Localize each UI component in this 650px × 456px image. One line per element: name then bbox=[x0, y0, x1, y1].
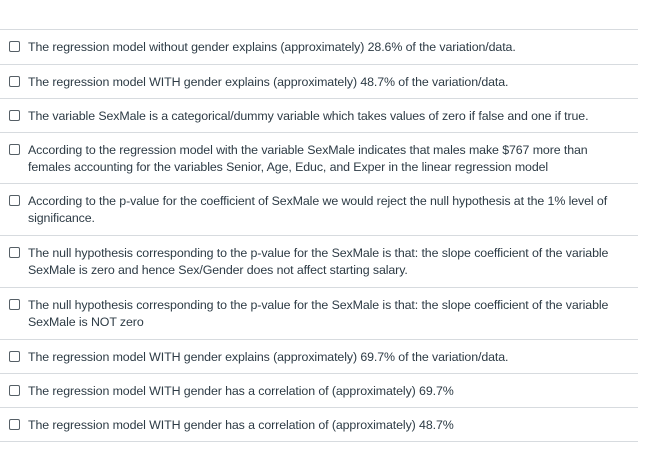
checkbox-option-7[interactable] bbox=[9, 299, 20, 310]
answer-option-label: The regression model WITH gender has a c… bbox=[28, 418, 454, 432]
checkbox-option-2[interactable] bbox=[9, 76, 20, 87]
checkbox-option-3[interactable] bbox=[9, 110, 20, 121]
answer-option-label: The regression model WITH gender explain… bbox=[28, 350, 509, 364]
checkbox-option-6[interactable] bbox=[9, 247, 20, 258]
answer-option-label: The null hypothesis corresponding to the… bbox=[28, 246, 609, 277]
answer-option-7[interactable]: The null hypothesis corresponding to the… bbox=[0, 287, 638, 339]
checkbox-option-5[interactable] bbox=[9, 195, 20, 206]
answer-option-4[interactable]: According to the regression model with t… bbox=[0, 132, 638, 183]
checkbox-option-9[interactable] bbox=[9, 385, 20, 396]
answer-option-label: According to the regression model with t… bbox=[28, 143, 588, 174]
answer-option-9[interactable]: The regression model WITH gender has a c… bbox=[0, 373, 638, 407]
checkbox-option-4[interactable] bbox=[9, 144, 20, 155]
answer-option-2[interactable]: The regression model WITH gender explain… bbox=[0, 64, 638, 98]
checkbox-option-10[interactable] bbox=[9, 419, 20, 430]
answer-option-10[interactable]: The regression model WITH gender has a c… bbox=[0, 407, 638, 442]
answer-option-label: According to the p-value for the coeffic… bbox=[28, 194, 608, 225]
checkbox-option-8[interactable] bbox=[9, 351, 20, 362]
answer-options-list: The regression model without gender expl… bbox=[0, 29, 638, 442]
answer-option-label: The regression model WITH gender has a c… bbox=[28, 384, 454, 398]
answer-option-5[interactable]: According to the p-value for the coeffic… bbox=[0, 183, 638, 235]
answer-option-8[interactable]: The regression model WITH gender explain… bbox=[0, 339, 638, 373]
answer-option-3[interactable]: The variable SexMale is a categorical/du… bbox=[0, 98, 638, 132]
checkbox-option-1[interactable] bbox=[9, 41, 20, 52]
answer-option-1[interactable]: The regression model without gender expl… bbox=[0, 29, 638, 64]
answer-option-label: The regression model WITH gender explain… bbox=[28, 75, 509, 89]
answer-option-label: The null hypothesis corresponding to the… bbox=[28, 298, 609, 329]
answer-option-label: The variable SexMale is a categorical/du… bbox=[28, 109, 589, 123]
answer-option-label: The regression model without gender expl… bbox=[28, 40, 516, 54]
answer-option-6[interactable]: The null hypothesis corresponding to the… bbox=[0, 235, 638, 287]
